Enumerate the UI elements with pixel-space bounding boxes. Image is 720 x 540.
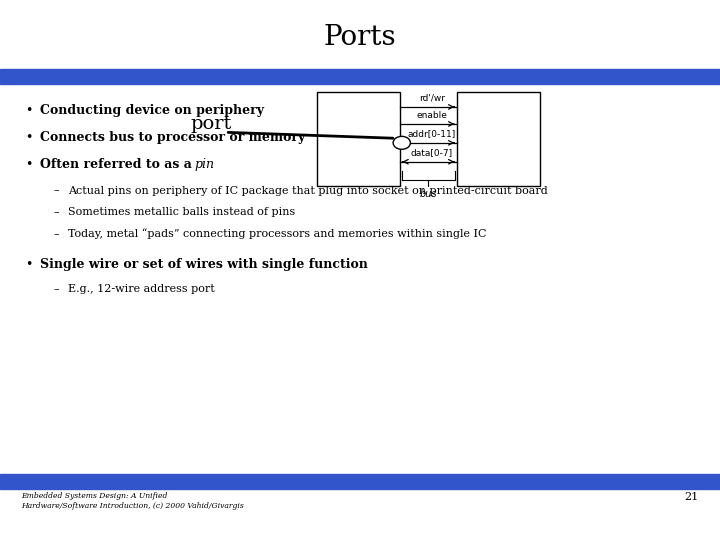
Text: Today, metal “pads” connecting processors and memories within single IC: Today, metal “pads” connecting processor…	[68, 228, 487, 239]
Text: Processor: Processor	[335, 96, 382, 106]
Text: Connects bus to processor or memory: Connects bus to processor or memory	[40, 131, 305, 144]
Text: port: port	[191, 115, 232, 133]
Bar	[317, 92, 400, 186]
Bar	[0, 69, 720, 84]
Text: E.g., 12-wire address port: E.g., 12-wire address port	[68, 284, 215, 294]
Text: Memory: Memory	[479, 96, 518, 106]
Text: bus: bus	[420, 189, 437, 199]
Text: Often referred to as a: Often referred to as a	[40, 158, 196, 171]
Text: addr[0-11]: addr[0-11]	[408, 130, 456, 138]
Text: enable: enable	[417, 111, 447, 120]
Text: •: •	[25, 158, 32, 171]
Text: 21: 21	[684, 492, 698, 503]
Text: rd'/wr: rd'/wr	[419, 93, 445, 103]
Text: •: •	[25, 258, 32, 271]
Bar	[0, 474, 720, 489]
Text: –: –	[54, 186, 60, 195]
Text: –: –	[54, 284, 60, 294]
Text: Actual pins on periphery of IC package that plug into socket on printed-circuit : Actual pins on periphery of IC package t…	[68, 186, 548, 195]
Text: –: –	[54, 207, 60, 217]
Text: Sometimes metallic balls instead of pins: Sometimes metallic balls instead of pins	[68, 207, 296, 217]
Text: data[0-7]: data[0-7]	[411, 148, 453, 157]
Text: Conducting device on periphery: Conducting device on periphery	[40, 104, 264, 117]
Text: •: •	[25, 104, 32, 117]
Text: Embedded Systems Design: A Unified
Hardware/Software Introduction, (c) 2000 Vahi: Embedded Systems Design: A Unified Hardw…	[22, 492, 244, 510]
Text: Single wire or set of wires with single function: Single wire or set of wires with single …	[40, 258, 367, 271]
Text: –: –	[54, 229, 60, 239]
Circle shape	[393, 136, 410, 149]
Bar	[457, 92, 540, 186]
Text: pin: pin	[194, 158, 215, 171]
Text: •: •	[25, 131, 32, 144]
Text: Ports: Ports	[324, 24, 396, 51]
